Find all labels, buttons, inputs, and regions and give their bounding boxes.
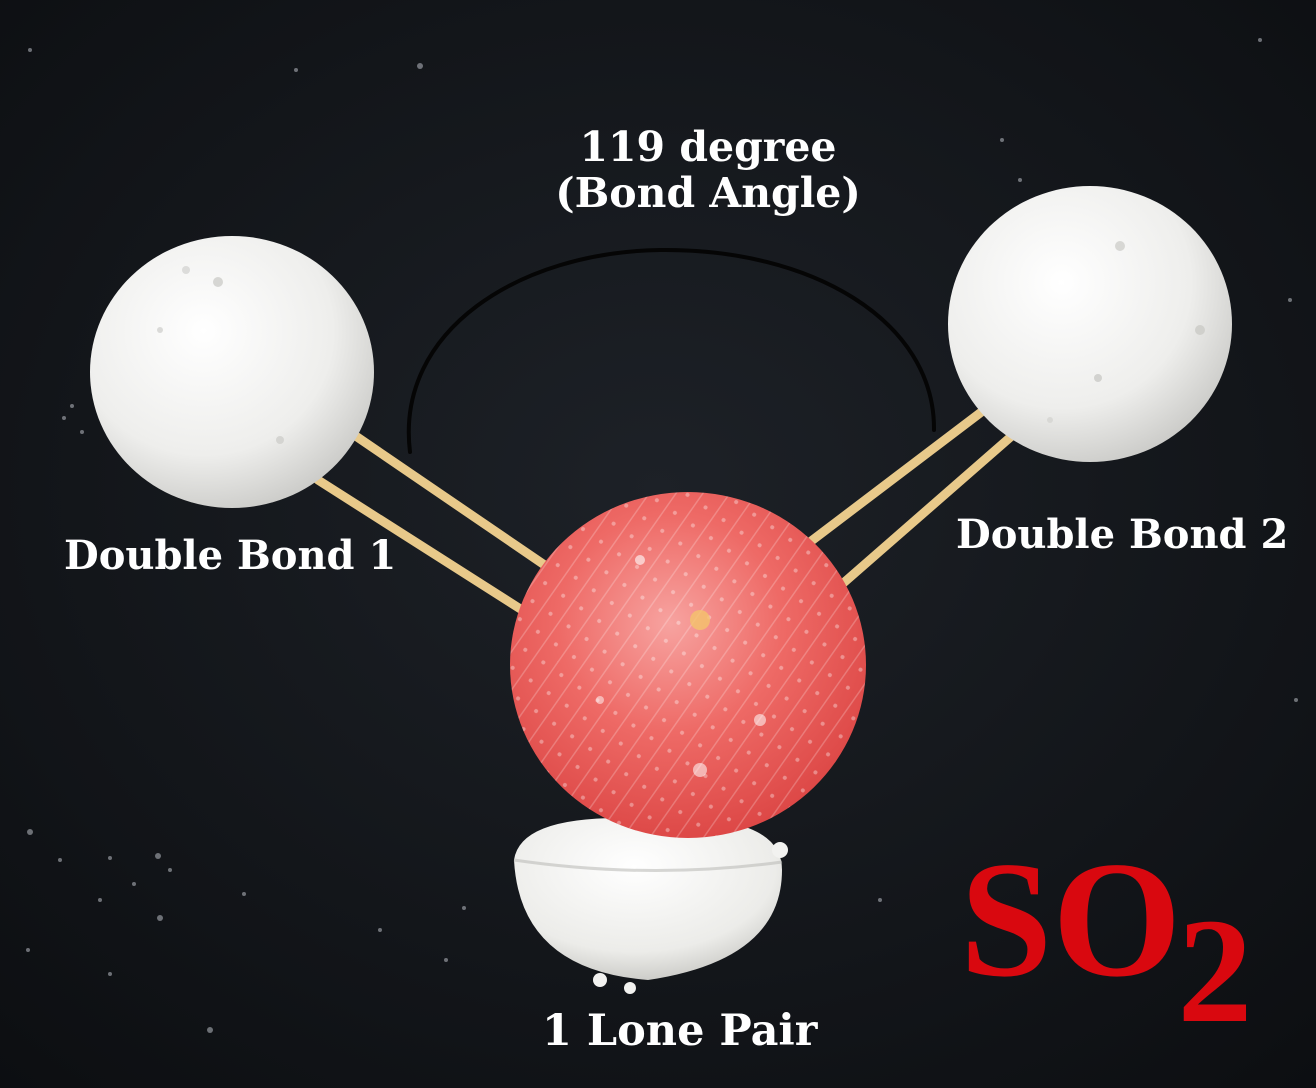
double-bond-2-label: Double Bond 2 — [956, 511, 1289, 558]
bond-angle-caption: (Bond Angle) — [555, 169, 861, 217]
formula-subscript: 2 — [1177, 888, 1253, 1054]
oxygen-atom-left — [90, 236, 374, 508]
bond-angle-value: 119 degree — [579, 123, 837, 171]
lone-pair-label: 1 Lone Pair — [542, 1006, 818, 1056]
dust-specks — [26, 38, 1298, 1033]
lone-pair-lobe — [513, 818, 788, 994]
bond-sticks — [313, 405, 1019, 615]
bond-angle-arc — [406, 247, 937, 454]
double-bond-1-label: Double Bond 1 — [64, 532, 397, 579]
chemical-formula: SO2 — [960, 836, 1252, 1046]
bond-angle-label: 119 degree (Bond Angle) — [440, 124, 976, 216]
sulfur-atom — [510, 492, 866, 838]
oxygen-atom-right — [948, 186, 1232, 462]
formula-base: SO — [960, 827, 1182, 1011]
